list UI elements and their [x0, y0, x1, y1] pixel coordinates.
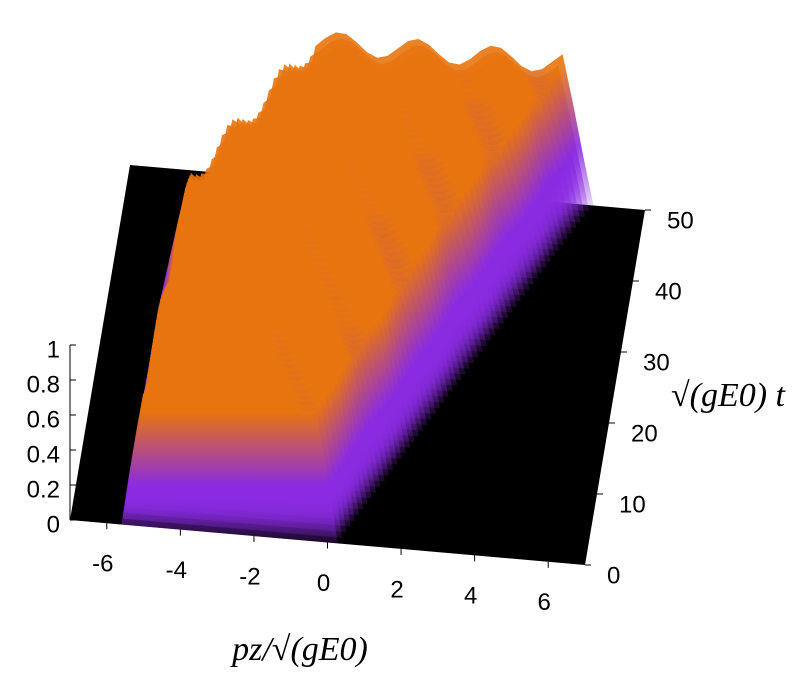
- z-tick-label: 0.2: [27, 476, 60, 503]
- z-tick-label: 1: [47, 336, 60, 363]
- x-tick-label: 2: [390, 576, 403, 603]
- z-tick-label: 0.8: [27, 371, 60, 398]
- surface-slice: [110, 379, 349, 545]
- x-tick-label: 0: [317, 570, 330, 597]
- y-tick-label: 30: [643, 349, 670, 376]
- y-tick-label: 50: [667, 207, 694, 234]
- y-tick-label: 20: [631, 420, 658, 447]
- x-tick-label: 6: [538, 589, 551, 616]
- y-tick-label: 0: [607, 562, 620, 589]
- x-tick-label: 4: [464, 583, 477, 610]
- z-tick-label: 0: [47, 511, 60, 538]
- y-tick-label: 40: [655, 278, 682, 305]
- z-tick-label: 0.4: [27, 441, 60, 468]
- z-tick-label: 0.6: [27, 406, 60, 433]
- y-tick-label: 10: [619, 491, 646, 518]
- x-tick-label: -2: [239, 563, 260, 590]
- x-tick-label: -6: [92, 551, 113, 578]
- x-tick-label: -4: [166, 557, 187, 584]
- x-axis-label: pz/√(gE0): [230, 631, 368, 668]
- y-axis-label: √(gE0) t: [671, 377, 787, 414]
